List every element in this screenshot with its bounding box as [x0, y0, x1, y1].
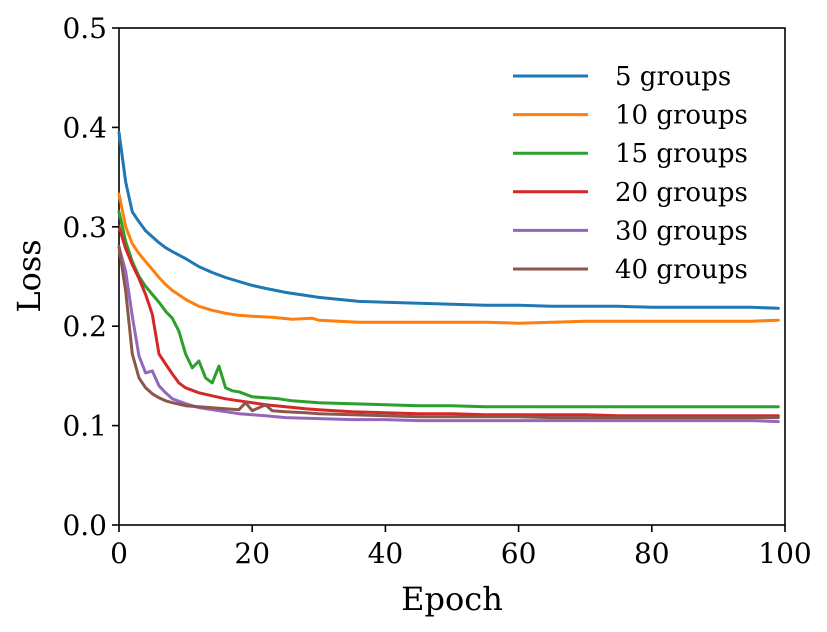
- series-line-5: [117, 245, 780, 424]
- y-tick-label: 0.0: [62, 509, 107, 542]
- y-tick-label: 0.4: [62, 111, 107, 144]
- ticks-layer: 0 20 40 60 80 100 0.0 0.1 0.2 0.3 0.4 0.5: [62, 12, 811, 570]
- legend-label-6: 40 groups: [615, 255, 748, 285]
- x-axis-label: Epoch: [401, 580, 503, 618]
- y-tick-label: 0.2: [62, 310, 107, 343]
- plot-area-frame: [118, 27, 786, 526]
- series-line-6: [117, 245, 780, 420]
- x-tick-label: 20: [234, 537, 270, 570]
- legend-label-4: 20 groups: [615, 178, 748, 208]
- legend-label-5: 30 groups: [615, 216, 748, 246]
- x-tick-label: 100: [758, 537, 811, 570]
- y-tick-label: 0.3: [62, 211, 107, 244]
- legend-label-2: 10 groups: [615, 101, 748, 131]
- x-tick-label: 80: [634, 537, 670, 570]
- x-tick-label: 60: [501, 537, 537, 570]
- series-line-2: [117, 192, 780, 325]
- legend-label-3: 15 groups: [615, 139, 748, 169]
- y-tick-label: 0.5: [62, 12, 107, 45]
- series-line-4: [117, 225, 780, 418]
- legend-label-1: 5 groups: [615, 62, 731, 92]
- legend: 5 groups 10 groups 15 groups 20 groups 30 gr…: [513, 62, 748, 285]
- series-layer: [117, 130, 780, 424]
- series-line-3: [117, 210, 780, 409]
- x-tick-label: 40: [368, 537, 404, 570]
- y-tick-label: 0.1: [62, 410, 107, 443]
- series-line-1: [117, 130, 780, 310]
- y-axis-label: Loss: [10, 239, 48, 312]
- x-tick-label: 0: [110, 537, 128, 570]
